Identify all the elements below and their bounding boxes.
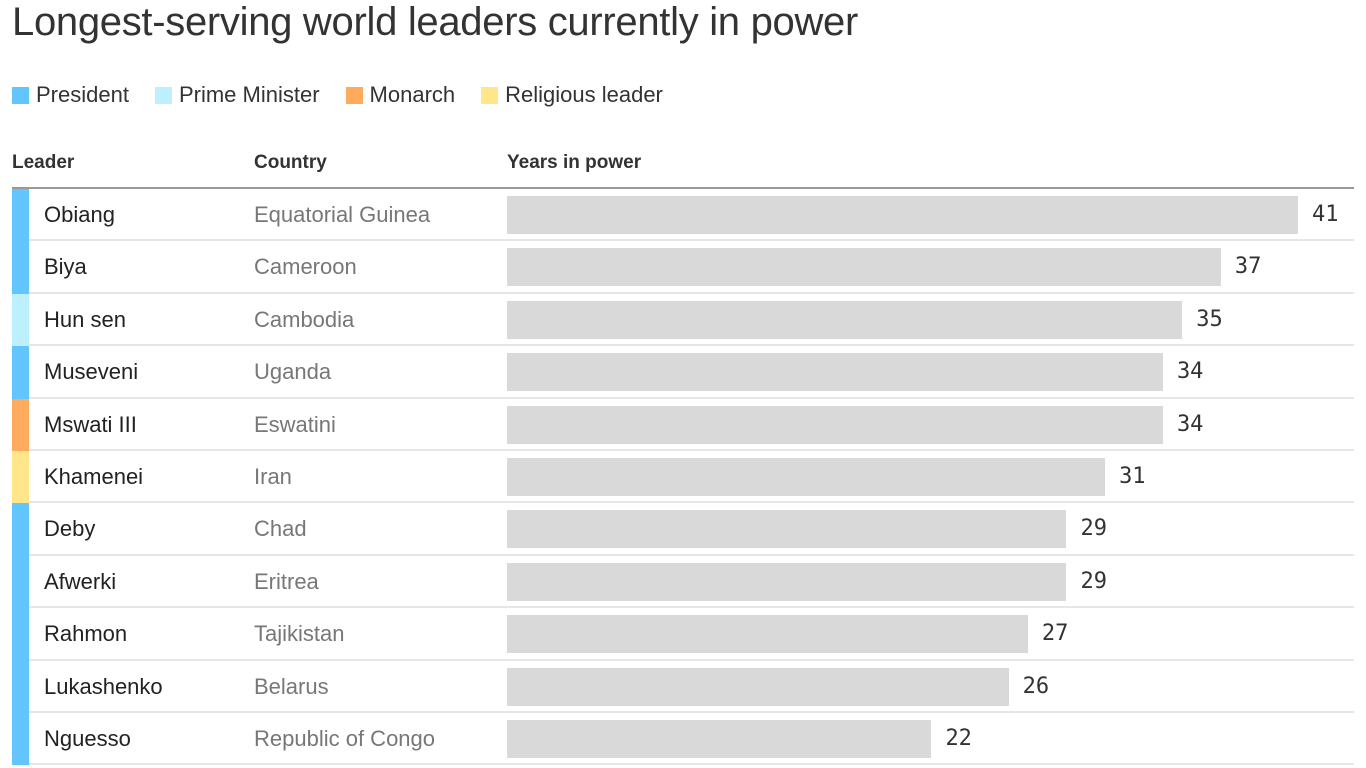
table-row: Afwerki Eritrea 29 [12, 555, 1354, 609]
legend-item-monarch: Monarch [345, 82, 456, 108]
legend-label: President [36, 82, 129, 107]
table-row: Lukashenko Belarus 26 [12, 660, 1354, 713]
country-name: Tajikistan [254, 621, 345, 647]
country-name: Chad [254, 516, 307, 542]
bar [507, 615, 1028, 654]
bar [507, 458, 1106, 496]
leader-name: Mswati III [44, 411, 137, 437]
bar [507, 510, 1067, 549]
bar [507, 667, 1009, 706]
legend-item-prime-minister: Prime Minister [154, 82, 320, 108]
country-name: Iran [254, 464, 292, 489]
legend: President Prime Minister Monarch Religio… [12, 82, 689, 108]
bar [507, 196, 1298, 234]
table-row: Biya Cameroon 37 [12, 241, 1354, 294]
leader-name: Deby [44, 516, 96, 542]
legend-swatch [154, 86, 172, 104]
role-color-strip [12, 346, 29, 399]
leader-name: Nguesso [44, 726, 131, 751]
leader-name: Obiang [44, 202, 115, 227]
country-name: Belarus [254, 673, 329, 699]
country-name: Cambodia [254, 306, 355, 332]
table-row: Museveni Uganda 34 [12, 346, 1354, 399]
legend-label: Prime Minister [178, 82, 320, 107]
chart-title: Longest-serving world leaders currently … [12, 0, 859, 44]
data-label: 22 [945, 726, 972, 751]
legend-label: Monarch [369, 82, 456, 107]
role-color-strip [12, 713, 29, 766]
country-name: Equatorial Guinea [254, 202, 431, 227]
legend-item-religious-leader: Religious leader [481, 82, 663, 108]
table-row: Obiang Equatorial Guinea 41 [12, 189, 1354, 242]
legend-label: Religious leader [505, 82, 663, 107]
leader-name: Biya [44, 254, 87, 280]
data-label: 27 [1041, 621, 1069, 647]
column-header-leader: Leader [12, 152, 75, 173]
bar [507, 720, 932, 758]
role-color-strip [12, 398, 29, 451]
legend-swatch [345, 86, 363, 104]
data-label: 29 [1080, 516, 1107, 542]
bar [507, 353, 1163, 392]
leader-name: Rahmon [44, 621, 128, 647]
column-header-years: Years in power [507, 152, 642, 173]
country-name: Eritrea [254, 568, 319, 594]
legend-item-president: President [12, 82, 129, 108]
leader-name: Lukashenko [44, 673, 163, 699]
table-row: Mswati III Eswatini 34 [12, 398, 1354, 451]
leader-name: Hun sen [44, 306, 126, 332]
role-color-strip [12, 555, 29, 609]
data-label: 35 [1196, 306, 1223, 332]
role-color-strip [12, 293, 29, 347]
bar [507, 300, 1183, 339]
leader-name: Afwerki [44, 568, 117, 594]
table-row: Rahmon Tajikistan 27 [12, 608, 1354, 661]
leader-name: Museveni [44, 359, 139, 385]
header-divider [12, 187, 1354, 189]
bar [507, 405, 1163, 444]
role-color-strip [12, 189, 29, 242]
data-label: 31 [1119, 464, 1146, 489]
legend-swatch [12, 86, 29, 104]
country-name: Eswatini [254, 411, 336, 437]
data-label: 29 [1080, 568, 1107, 594]
table-row: Deby Chad 29 [12, 503, 1354, 556]
bar [507, 562, 1067, 601]
table-row: Hun sen Cambodia 35 [12, 293, 1354, 347]
role-color-strip [12, 241, 29, 294]
bar [507, 248, 1221, 287]
role-color-strip [12, 451, 29, 504]
data-label: 26 [1022, 673, 1050, 699]
role-color-strip [12, 660, 29, 713]
role-color-strip [12, 608, 29, 661]
leader-name: Khamenei [44, 464, 144, 489]
table-row: Khamenei Iran 31 [12, 451, 1354, 504]
country-name: Republic of Congo [254, 726, 436, 751]
data-label: 34 [1176, 359, 1204, 385]
legend-swatch [481, 86, 499, 104]
data-label: 37 [1234, 254, 1262, 280]
role-color-strip [12, 503, 29, 556]
country-name: Cameroon [254, 254, 357, 280]
table-row: Nguesso Republic of Congo 22 [12, 713, 1354, 766]
country-name: Uganda [254, 359, 332, 385]
data-label: 34 [1176, 411, 1204, 437]
column-header-country: Country [254, 152, 327, 173]
data-label: 41 [1312, 202, 1339, 227]
